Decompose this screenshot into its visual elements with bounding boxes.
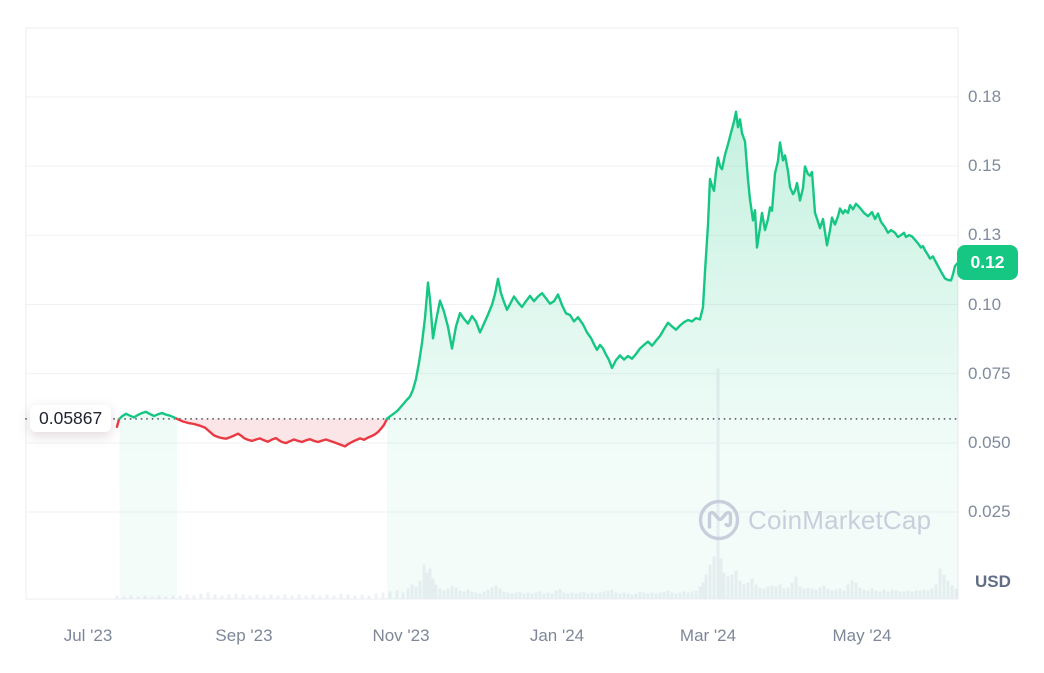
- reference-price-label: 0.05867: [30, 404, 112, 432]
- area-fill-up: [387, 111, 958, 599]
- x-axis-tick-label: May '24: [832, 626, 892, 645]
- y-axis-tick-label: 0.15: [968, 156, 1002, 176]
- volume-bar: [241, 594, 245, 599]
- volume-bar: [332, 595, 336, 599]
- volume-bar: [185, 594, 189, 599]
- volume-bar: [374, 593, 378, 599]
- y-axis-tick-label: 0.10: [968, 294, 1002, 314]
- watermark-text: CoinMarketCap: [748, 504, 932, 535]
- volume-bar: [290, 595, 294, 599]
- volume-bar: [339, 593, 343, 599]
- volume-bar: [234, 593, 238, 599]
- x-axis-tick-label: Jul '23: [63, 626, 113, 645]
- volume-bar: [213, 594, 217, 599]
- watermark: CoinMarketCap: [697, 498, 931, 542]
- last-price-badge: 0.12: [957, 245, 1018, 281]
- y-axis-tick-label: 0.025: [968, 502, 1011, 521]
- volume-bar: [269, 594, 273, 599]
- volume-bar: [318, 595, 322, 599]
- volume-bar: [178, 595, 182, 599]
- volume-bar: [206, 592, 210, 599]
- volume-bar: [199, 593, 203, 599]
- y-axis-tick-label: 0.13: [968, 225, 1002, 245]
- y-axis-unit-label: USD: [975, 572, 1011, 591]
- coinmarketcap-logo-icon: [698, 499, 740, 541]
- volume-bar: [255, 594, 259, 599]
- volume-bar: [304, 595, 308, 599]
- y-axis-tick-label: 0.050: [968, 432, 1011, 452]
- x-axis-tick-label: Mar '24: [679, 626, 737, 645]
- y-axis-tick-label: 0.075: [968, 363, 1011, 383]
- volume-bar: [283, 594, 287, 599]
- volume-bar: [297, 594, 301, 599]
- volume-bar: [381, 592, 385, 599]
- volume-bar: [346, 594, 350, 599]
- volume-bar: [248, 595, 252, 599]
- volume-bar: [220, 595, 224, 599]
- x-axis-tick-label: Sep '23: [215, 626, 273, 645]
- volume-bar: [311, 594, 315, 599]
- volume-bar: [115, 595, 119, 599]
- volume-bar: [360, 594, 364, 599]
- price-line: [175, 417, 389, 448]
- x-axis-tick-label: Jan '24: [529, 626, 585, 645]
- x-axis-tick-label: Nov '23: [372, 626, 430, 645]
- price-line: [385, 110, 960, 420]
- price-line: [118, 410, 179, 420]
- area-fill-down: [177, 418, 387, 447]
- volume-bar: [353, 595, 357, 599]
- y-axis-tick-label: 0.18: [968, 87, 1002, 106]
- volume-bar: [325, 594, 329, 599]
- volume-bar: [227, 594, 231, 599]
- volume-bar: [367, 595, 371, 599]
- area-fill-up: [119, 411, 177, 599]
- volume-bar: [192, 595, 196, 599]
- volume-bar: [262, 595, 266, 599]
- volume-bar: [276, 595, 280, 599]
